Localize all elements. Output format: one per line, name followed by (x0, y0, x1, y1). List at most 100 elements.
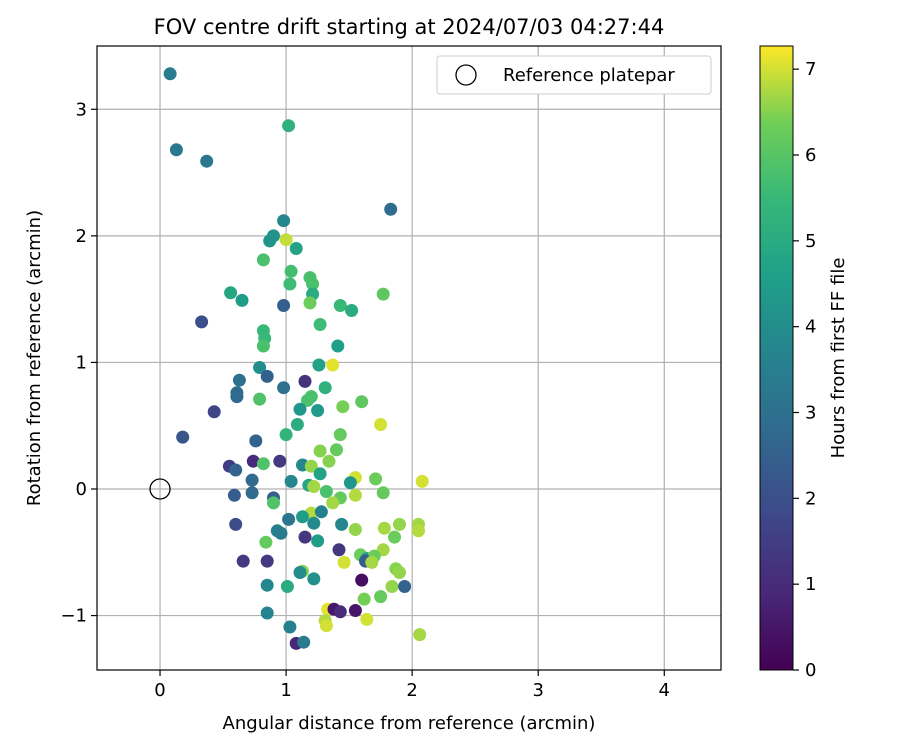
y-axis-ticks: −1 0 1 2 3 (60, 99, 97, 627)
scatter-point (355, 395, 369, 409)
scatter-point (277, 299, 291, 312)
colorbar-tick-label: 4 (805, 317, 816, 338)
colorbar-tick-label: 3 (805, 403, 816, 424)
colorbar: 0 1 2 3 4 5 6 7 Hours from first FF file (759, 45, 849, 681)
scatter-point (365, 555, 379, 569)
scatter-point (326, 358, 340, 372)
scatter-point (235, 293, 249, 307)
legend-reference-label: Reference platepar (503, 65, 675, 86)
scatter-point (330, 443, 343, 457)
scatter-point (301, 393, 314, 407)
scatter-point (280, 580, 294, 593)
x-tick-label: 4 (659, 680, 670, 701)
scatter-point (200, 154, 214, 168)
x-axis-label: Angular distance from reference (arcmin) (223, 713, 596, 734)
reference-platepar-marker (149, 478, 171, 500)
scatter-point (322, 454, 336, 468)
scatter-point (289, 242, 303, 255)
scatter-point (303, 296, 317, 310)
plot-area-frame (96, 45, 722, 671)
scatter-point (224, 286, 238, 300)
y-tick-label: 2 (76, 226, 87, 247)
scatter-point (195, 315, 209, 329)
scatter-point (284, 264, 298, 278)
legend-reference-marker (455, 64, 477, 86)
scatter-point (253, 392, 267, 406)
scatter-point (293, 402, 307, 416)
scatter-point (412, 524, 425, 538)
scatter-point (415, 474, 429, 488)
scatter-point (319, 485, 333, 498)
scatter-point (385, 580, 399, 593)
scatter-point (332, 543, 346, 557)
scatter-point (311, 534, 325, 548)
scatter-point (348, 523, 362, 536)
scatter-point (345, 304, 359, 317)
scatter-point (304, 459, 318, 473)
scatter-point (207, 405, 221, 419)
colorbar-tick-label: 6 (805, 145, 816, 166)
scatter-point (260, 606, 274, 620)
scatter-point (293, 566, 307, 579)
scatter-point (290, 418, 304, 431)
scatter-point (376, 486, 390, 500)
scatter-point (253, 361, 267, 374)
scatter-point (279, 428, 293, 442)
scatter-point (236, 554, 250, 568)
scatter-point (163, 67, 177, 81)
y-tick-label: 1 (76, 352, 87, 373)
scatter-point (333, 428, 347, 442)
scatter-point (284, 474, 298, 488)
scatter-point (337, 555, 351, 569)
colorbar-label: Hours from first FF file (828, 258, 849, 459)
scatter-point (277, 214, 291, 228)
y-axis-label: Rotation from reference (arcmin) (24, 210, 45, 506)
scatter-point (343, 476, 357, 490)
scatter-point (313, 467, 327, 481)
scatter-point (229, 463, 243, 477)
scatter-point (176, 430, 190, 444)
scatter-point (333, 605, 347, 619)
scatter-point (298, 374, 312, 388)
scatter-point (249, 434, 263, 448)
scatter-point (355, 573, 369, 587)
colorbar-tick-label: 7 (805, 59, 816, 80)
scatter-point (326, 496, 340, 510)
scatter-point (277, 381, 291, 395)
scatter-point (388, 530, 401, 544)
scatter-point (413, 628, 427, 642)
scatter-point (282, 512, 296, 526)
x-tick-label: 0 (154, 680, 165, 701)
scatter-point (314, 505, 328, 519)
scatter-point (393, 517, 406, 531)
scatter-point (169, 143, 183, 157)
colorbar-tick-label: 0 (805, 660, 816, 681)
scatter-point (229, 517, 243, 531)
scatter-point (335, 517, 349, 531)
scatter-point (279, 233, 293, 247)
legend-frame (436, 55, 712, 95)
scatter-point (376, 287, 390, 301)
colorbar-ticks: 0 1 2 3 4 5 6 7 (793, 59, 816, 681)
scatter-point (230, 390, 244, 404)
scatter-point (374, 418, 388, 431)
scatter-point (348, 604, 362, 617)
scatter-point (369, 472, 383, 486)
scatter-point (319, 619, 333, 633)
scatter-point (398, 580, 412, 593)
scatter-point (336, 400, 350, 414)
scatter-point (297, 635, 311, 649)
scatter-point (260, 578, 274, 592)
scatter-point (377, 521, 391, 535)
grid-lines (97, 46, 721, 670)
chart-title: FOV centre drift starting at 2024/07/03 … (154, 15, 665, 39)
scatter-point (263, 234, 277, 248)
scatter-point (333, 299, 347, 312)
colorbar-tick-label: 5 (805, 231, 816, 252)
scatter-point (260, 369, 274, 383)
scatter-point (232, 373, 246, 387)
scatter-point (318, 381, 332, 395)
scatter-point (256, 457, 270, 471)
scatter-point (259, 535, 273, 549)
